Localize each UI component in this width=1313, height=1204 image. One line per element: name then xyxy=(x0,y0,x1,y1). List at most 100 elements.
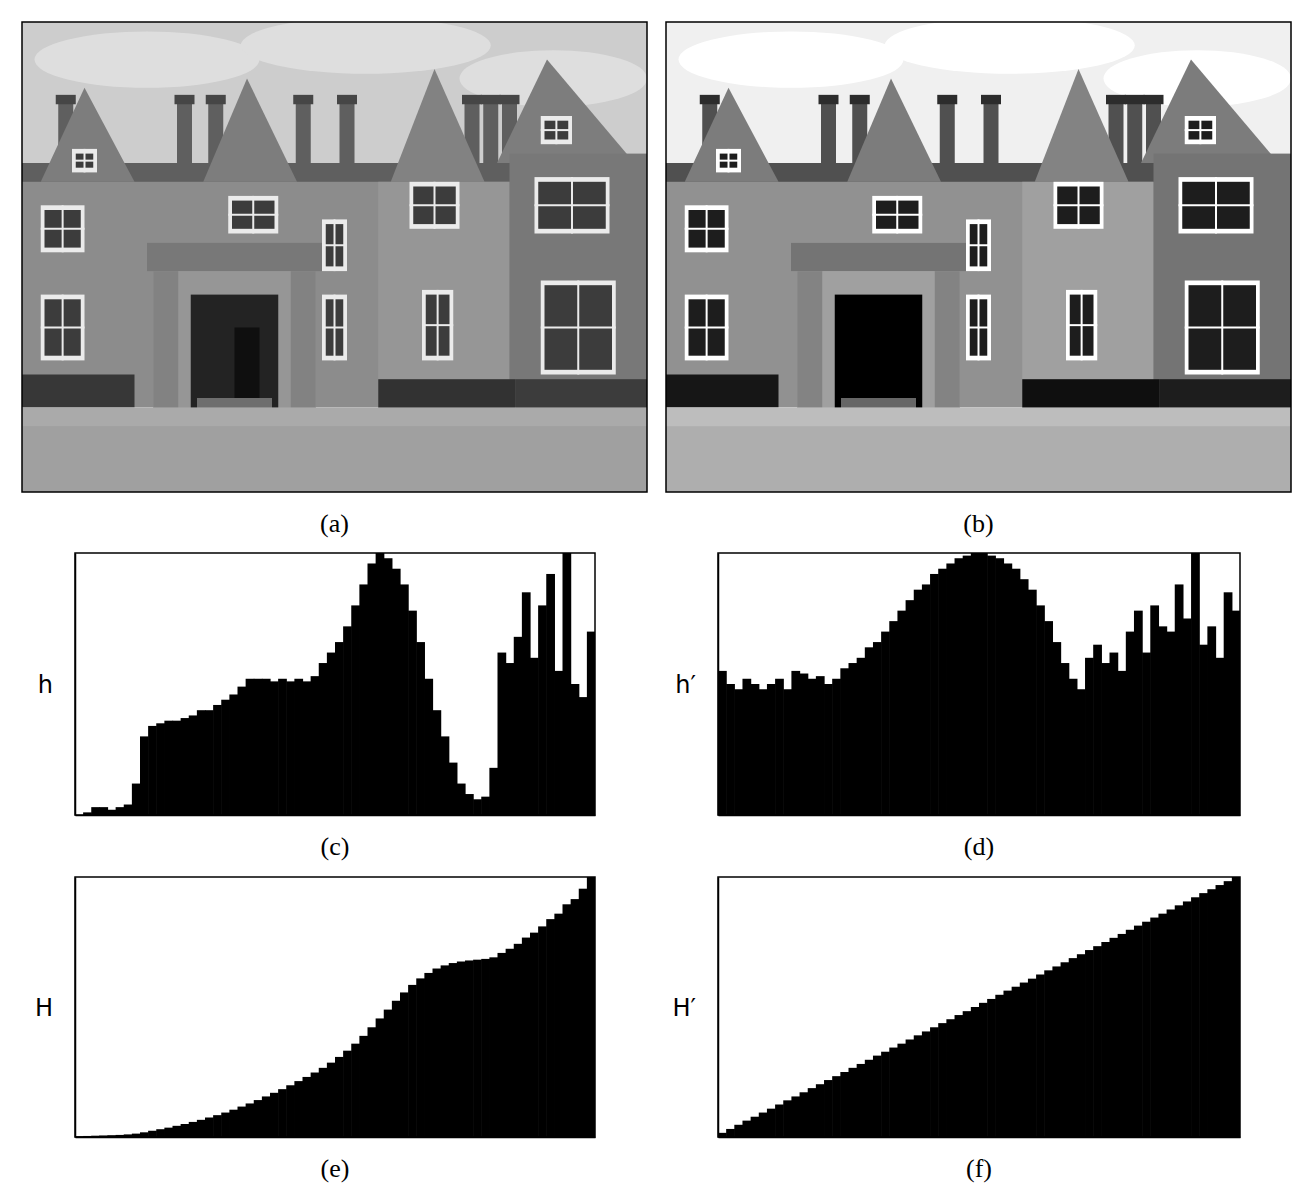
porch xyxy=(153,271,316,426)
caption: (d) xyxy=(964,832,994,861)
hedge xyxy=(22,375,135,408)
facade-bay xyxy=(1022,182,1153,408)
histogram-bar xyxy=(1110,938,1119,1137)
histogram-bar xyxy=(376,553,385,815)
cloud xyxy=(885,22,1135,74)
histogram-bar xyxy=(1077,689,1086,815)
histogram-bar xyxy=(238,687,247,815)
histogram-bar xyxy=(1028,590,1037,815)
histogram-bar xyxy=(914,590,923,815)
histogram-bar xyxy=(148,1131,157,1137)
histogram-bar xyxy=(759,689,768,815)
histogram-bar xyxy=(457,962,466,1138)
histogram-bar xyxy=(1150,918,1159,1137)
histogram-bar xyxy=(173,721,182,815)
histogram-bar xyxy=(587,877,595,1137)
cloud xyxy=(241,22,491,74)
histogram-bar xyxy=(726,684,735,815)
histogram-bar xyxy=(840,1072,849,1137)
window-bar xyxy=(535,204,610,206)
window-frame xyxy=(685,205,729,252)
histogram-bar xyxy=(563,553,572,815)
facade-wing xyxy=(1154,154,1292,408)
histogram-bar xyxy=(849,663,858,815)
histogram-bar xyxy=(278,1089,287,1137)
histogram-bar xyxy=(1052,966,1061,1137)
histogram-bar xyxy=(416,642,425,815)
histogram-bar xyxy=(1085,950,1094,1137)
histogram-bar xyxy=(1003,563,1012,815)
histogram-bar xyxy=(254,679,263,815)
window-bar xyxy=(541,129,572,131)
hedge xyxy=(1160,379,1291,412)
histogram-bar xyxy=(278,679,287,815)
histogram-bar xyxy=(262,679,271,815)
histogram-bar xyxy=(881,1052,890,1137)
histogram-bar xyxy=(579,697,588,815)
gable xyxy=(41,88,135,182)
histogram-bar xyxy=(156,1129,165,1137)
histogram-bar xyxy=(473,960,482,1137)
photo xyxy=(666,22,1291,492)
plot-frame xyxy=(75,553,595,815)
histogram-bar xyxy=(294,1081,303,1137)
histogram-bar xyxy=(767,1109,776,1137)
histogram-bar xyxy=(408,985,417,1137)
histogram-bar xyxy=(554,914,563,1137)
histogram-bar xyxy=(587,632,595,815)
chimney-cap xyxy=(981,95,1001,104)
histogram-bar xyxy=(946,1019,955,1137)
hedge xyxy=(516,379,647,412)
histogram-bar xyxy=(400,584,409,815)
histogram-bar xyxy=(816,1084,825,1137)
histogram-bar xyxy=(213,705,222,815)
window-frame xyxy=(716,149,741,173)
histogram-bar xyxy=(197,1120,206,1137)
window-frame xyxy=(966,219,991,271)
histogram-bar xyxy=(1101,663,1110,815)
door xyxy=(235,328,260,408)
histogram-bar xyxy=(1044,621,1053,815)
window-bar xyxy=(541,327,616,329)
histogram-bar xyxy=(767,684,776,815)
histogram-bar xyxy=(343,1051,352,1137)
histogram-bar xyxy=(514,944,523,1137)
window-frame xyxy=(872,196,922,234)
histogram-bar xyxy=(1224,592,1233,815)
histogram-bar xyxy=(441,965,450,1137)
plot-frame xyxy=(75,877,595,1137)
histogram-bar xyxy=(498,653,507,815)
window-frame xyxy=(1179,177,1254,233)
histogram-bar xyxy=(922,584,931,815)
histogram-bar xyxy=(181,1124,190,1137)
histogram-bar xyxy=(579,889,588,1137)
histogram-bar xyxy=(286,681,295,815)
histogram-bar xyxy=(1232,877,1240,1137)
histogram-bar xyxy=(1061,962,1070,1137)
histogram-bar xyxy=(897,611,906,815)
hedge xyxy=(666,375,779,408)
histogram-bar xyxy=(718,671,727,815)
histogram-bar xyxy=(400,992,409,1137)
histogram-bar xyxy=(1183,619,1192,816)
histogram-bar xyxy=(1175,905,1184,1137)
histogram-bar xyxy=(734,689,743,815)
histogram-bar xyxy=(465,960,474,1137)
chimney-cap xyxy=(1106,95,1126,104)
histogram-bar xyxy=(311,676,320,815)
histogram-bar xyxy=(546,574,555,815)
histogram-bar xyxy=(1216,885,1225,1137)
histogram-bar xyxy=(303,1077,312,1137)
histogram-bar xyxy=(775,679,784,815)
histogram-bar xyxy=(791,671,800,815)
histogram-bar xyxy=(506,663,515,815)
histogram-bar xyxy=(1134,611,1143,815)
caption: (e) xyxy=(321,1154,350,1183)
histogram-bar xyxy=(522,592,531,815)
histogram-bar xyxy=(906,600,915,815)
histogram-bar xyxy=(963,1011,972,1137)
gable xyxy=(497,60,635,163)
gable xyxy=(685,88,779,182)
histogram-bar xyxy=(1069,679,1078,815)
window-bar xyxy=(872,214,922,216)
